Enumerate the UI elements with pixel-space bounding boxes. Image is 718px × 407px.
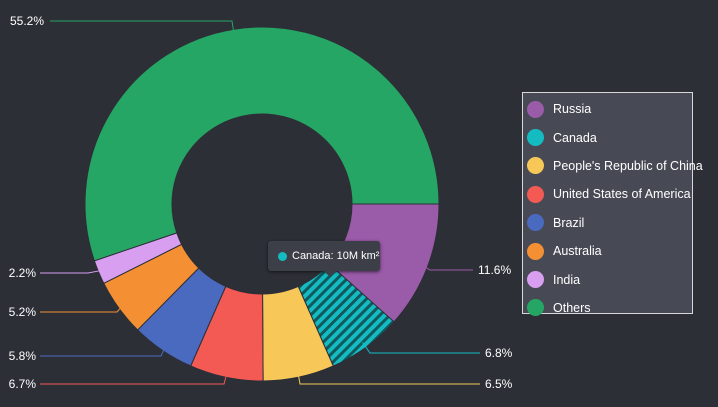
leader-line-india bbox=[40, 269, 105, 274]
legend-item-russia[interactable]: Russia bbox=[527, 95, 692, 123]
legend-label: Canada bbox=[553, 130, 597, 145]
tooltip-text: Canada: 10M km² bbox=[292, 250, 380, 262]
slice-others[interactable] bbox=[84, 26, 440, 262]
data-label-australia: 5.2% bbox=[9, 305, 37, 319]
legend-label: Australia bbox=[553, 244, 602, 259]
legend-label: India bbox=[553, 272, 581, 287]
legend-label: Brazil bbox=[553, 215, 585, 230]
legend-item-australia[interactable]: Australia bbox=[527, 237, 692, 265]
leader-line-brazil bbox=[40, 345, 167, 357]
data-label-others: 55.2% bbox=[10, 14, 44, 28]
data-label-india: 2.2% bbox=[9, 266, 37, 280]
data-label-china: 6.5% bbox=[485, 377, 513, 391]
leader-line-australia bbox=[40, 304, 125, 313]
legend-item-usa[interactable]: United States of America bbox=[527, 180, 692, 208]
data-label-canada: 6.8% bbox=[485, 346, 513, 360]
donut-slices bbox=[84, 26, 440, 382]
leader-lines bbox=[40, 20, 480, 385]
data-label-usa: 6.7% bbox=[9, 377, 37, 391]
legend-swatch bbox=[527, 185, 544, 203]
legend-label: Russia bbox=[553, 102, 592, 117]
legend-swatch bbox=[527, 242, 544, 260]
data-labels: 11.6% 6.8% 6.5% 6.7% 5.8% 5.2% 2.2% 55.2% bbox=[9, 14, 513, 391]
legend-label: People's Republic of China bbox=[553, 158, 703, 173]
legend-swatch bbox=[527, 100, 544, 118]
legend-swatch bbox=[527, 271, 544, 289]
legend: Russia Canada People's Republic of China… bbox=[522, 92, 703, 317]
legend-item-brazil[interactable]: Brazil bbox=[527, 209, 692, 237]
legend-swatch bbox=[527, 299, 544, 317]
leader-line-others bbox=[50, 20, 235, 36]
tooltip-color-dot bbox=[278, 251, 287, 261]
leader-line-canada bbox=[362, 342, 480, 354]
legend-label: United States of America bbox=[553, 187, 691, 202]
legend-label: Others bbox=[553, 300, 591, 315]
data-label-russia: 11.6% bbox=[478, 263, 511, 277]
leader-line-russia bbox=[421, 264, 473, 271]
legend-item-others[interactable]: Others bbox=[527, 294, 692, 322]
legend-swatch bbox=[527, 157, 544, 175]
data-label-brazil: 5.8% bbox=[9, 349, 37, 363]
legend-swatch bbox=[527, 129, 544, 147]
leader-line-usa bbox=[40, 371, 228, 385]
tooltip: Canada: 10M km² bbox=[268, 241, 380, 277]
leader-line-china bbox=[297, 371, 480, 385]
legend-item-canada[interactable]: Canada bbox=[527, 123, 692, 151]
legend-item-india[interactable]: India bbox=[527, 265, 692, 293]
legend-item-china[interactable]: People's Republic of China bbox=[527, 152, 703, 180]
legend-swatch bbox=[527, 214, 544, 232]
